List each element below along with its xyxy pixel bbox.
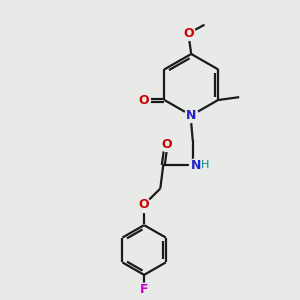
Text: H: H: [201, 160, 209, 170]
Text: O: O: [138, 94, 148, 106]
Text: N: N: [186, 109, 196, 122]
Text: O: O: [183, 27, 194, 40]
Text: O: O: [161, 138, 172, 151]
Text: F: F: [140, 283, 148, 296]
Text: N: N: [190, 159, 201, 172]
Text: O: O: [139, 198, 149, 211]
